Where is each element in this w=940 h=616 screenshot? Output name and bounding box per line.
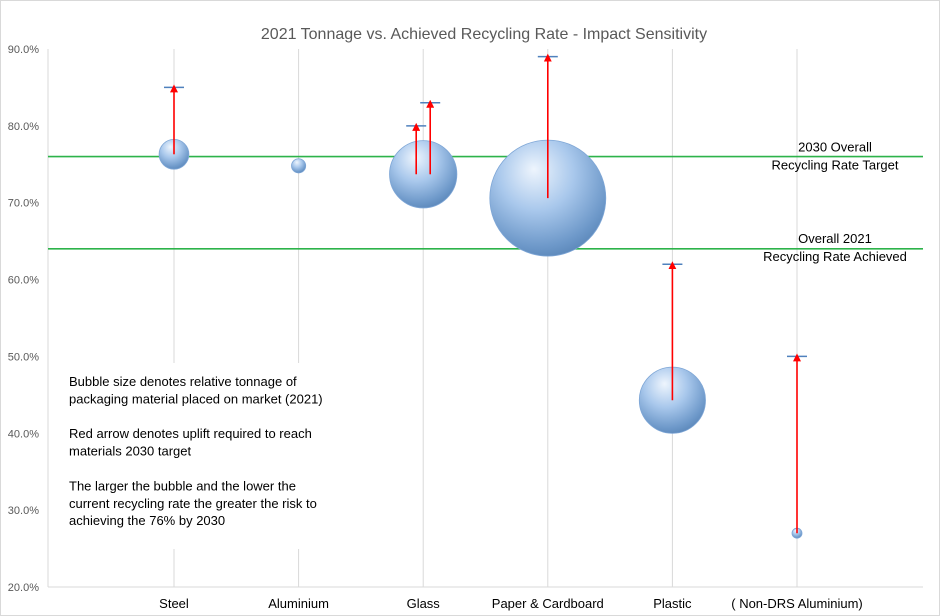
category-label: Aluminium [268,596,329,611]
bubble-glass [389,140,458,209]
y-tick-label: 20.0% [8,582,39,594]
y-tick-label: 80.0% [8,121,39,133]
reference-line-label: 2030 Overall [798,140,872,155]
category-label: ( Non-DRS Aluminium) [731,596,862,611]
category-label: Plastic [653,596,692,611]
annotation-background [59,363,345,549]
y-axis: 20.0% 30.0% 40.0% 50.0% 60.0% 70.0% 80.0% 90.0% [8,44,923,594]
reference-line-label: Recycling Rate Achieved [763,249,907,264]
y-tick-label: 60.0% [8,275,39,287]
category-label: Glass [407,596,441,611]
annotation-line: Red arrow denotes uplift required to rea… [69,426,312,441]
reference-line-label: Overall 2021 [798,231,872,246]
y-tick-label: 50.0% [8,351,39,363]
chart-title: 2021 Tonnage vs. Achieved Recycling Rate… [261,26,707,43]
annotation-line: achieving the 76% by 2030 [69,513,225,528]
annotation-line: current recycling rate the greater the r… [69,496,317,511]
annotation-line: packaging material placed on market (202… [69,391,323,406]
annotation-line: The larger the bubble and the lower the [69,478,296,493]
uplift-arrows [164,53,807,534]
reference-line-label: Recycling Rate Target [772,158,899,173]
category-label: Paper & Cardboard [492,596,604,611]
bubble-aluminium [291,158,307,174]
y-tick-label: 90.0% [8,44,39,56]
y-tick-label: 70.0% [8,198,39,210]
reference-lines: 2030 Overall Recycling Rate Target Overall… [48,140,923,264]
annotation-line: Bubble size denotes relative tonnage of [69,374,297,389]
annotation-text-box: Bubble size denotes relative tonnage of p… [59,363,345,549]
annotation-line: materials 2030 target [69,444,192,459]
category-labels: Steel Aluminium Glass Paper & Cardboard Plas… [159,596,863,611]
y-tick-label: 30.0% [8,505,39,517]
category-label: Steel [159,596,189,611]
y-tick-label: 40.0% [8,428,39,440]
